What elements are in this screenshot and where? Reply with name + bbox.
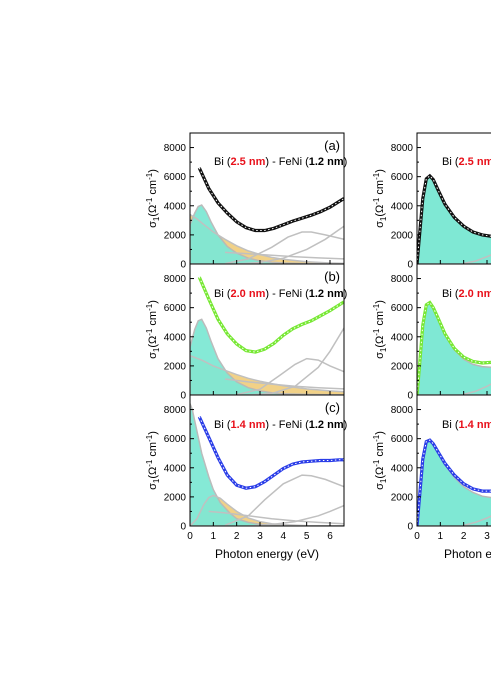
y-tick-label: 2000	[164, 492, 187, 503]
oscillator-line	[224, 251, 344, 260]
y-axis-label: σ1(Ω-1 cm-1)	[145, 300, 161, 359]
oscillator-line	[463, 254, 491, 264]
x-tick-label: 2	[461, 531, 467, 542]
data-points	[417, 175, 491, 264]
fit-line	[417, 438, 491, 526]
x-tick-label: 1	[438, 531, 444, 542]
plot-area	[417, 300, 491, 395]
lorentz-fill	[417, 175, 491, 264]
drude-line	[190, 494, 344, 526]
y-tick-label: 6000	[391, 303, 414, 314]
x-tick-label: 4	[281, 531, 287, 542]
y-tick-label: 8000	[164, 405, 187, 416]
oscillator-line	[224, 378, 344, 390]
x-tick-label: 3	[484, 531, 490, 542]
drude-line	[190, 354, 344, 393]
y-tick-label: 8000	[391, 274, 414, 285]
y-tick-label: 4000	[391, 201, 414, 212]
x-tick-label: 1	[211, 531, 217, 542]
lorentz-fill	[190, 318, 344, 395]
axes-frame	[416, 263, 491, 396]
y-axis-label: σ1(Ω-1 cm-1)	[145, 431, 161, 490]
y-tick-label: 4000	[391, 332, 414, 343]
y-tick-label: 0	[407, 260, 413, 271]
axes-frame	[416, 132, 491, 265]
y-tick-label: 0	[180, 522, 186, 533]
y-axis-label: σ1(Ω-1 cm-1)	[372, 169, 388, 228]
panel-title: Bi (1.4 nm)	[442, 419, 491, 431]
y-tick-label: 8000	[391, 143, 414, 154]
y-tick-label: 6000	[391, 172, 414, 183]
x-tick-label: 5	[304, 531, 310, 542]
data-points	[417, 301, 491, 395]
data-points	[198, 416, 344, 489]
lorentz-fill	[417, 440, 491, 526]
panel-label: (c)	[325, 400, 340, 415]
panel-label: (a)	[324, 138, 340, 153]
y-axis-label: σ1(Ω-1 cm-1)	[372, 431, 388, 490]
plot-area	[417, 438, 491, 526]
y-tick-label: 6000	[391, 434, 414, 445]
panel-2: 0 2000 4000 6000 8000 (b) Bi (2.0 nm) - FeNi (…	[145, 263, 347, 402]
x-axis-label-left: Photon energy (eV)	[215, 547, 319, 561]
data-points	[198, 276, 344, 353]
panel-5: 0 2000 4000 6000 8000 Bi (2.0 nm) - σ1(Ω-1 cm-…	[372, 263, 491, 402]
panel-title: Bi (2.0 nm) -	[442, 288, 491, 300]
axes-frame	[189, 394, 345, 527]
oscillator-line	[224, 231, 344, 264]
panel-4: 0 2000 4000 6000 8000 Bi (2.5 nm σ1(Ω-1 cm-1)	[372, 132, 491, 271]
plot-area	[190, 167, 344, 264]
panel-title: Bi (1.4 nm) - FeNi (1.2 nm)	[214, 419, 347, 431]
y-tick-label: 0	[407, 391, 413, 402]
plot-area	[190, 276, 344, 395]
oscillator-line	[236, 225, 344, 264]
panel-title: Bi (2.5 nm) - FeNi (1.2 nm)	[214, 156, 347, 168]
y-tick-label: 8000	[164, 274, 187, 285]
y-axis-label: σ1(Ω-1 cm-1)	[372, 300, 388, 359]
y-tick-label: 6000	[164, 172, 187, 183]
y-tick-label: 4000	[164, 463, 187, 474]
y-tick-label: 6000	[164, 303, 187, 314]
y-tick-label: 2000	[391, 492, 414, 503]
panel-title: Bi (2.5 nm	[442, 156, 491, 168]
y-tick-label: 4000	[164, 332, 187, 343]
x-tick-label: 0	[414, 531, 420, 542]
y-tick-label: 8000	[391, 405, 414, 416]
y-tick-label: 2000	[164, 361, 187, 372]
y-tick-label: 4000	[391, 463, 414, 474]
x-axis-label-right: Photon en	[444, 547, 491, 561]
oscillator-line	[208, 510, 344, 525]
fit-line	[197, 167, 344, 233]
y-tick-label: 4000	[164, 201, 187, 212]
x-tick-label: 2	[234, 531, 240, 542]
y-tick-label: 8000	[164, 143, 187, 154]
y-tick-label: 6000	[164, 434, 187, 445]
x-tick-label: 0	[187, 531, 193, 542]
y-tick-label: 0	[407, 522, 413, 533]
x-tick-label: 3	[257, 531, 263, 542]
oscillator-line	[248, 327, 344, 395]
x-tick-label: 6	[327, 531, 333, 542]
y-tick-label: 0	[180, 391, 186, 402]
oscillator-line	[224, 474, 344, 526]
panel-title: Bi (2.0 nm) - FeNi (1.2 nm)	[214, 288, 347, 300]
panel-label: (b)	[324, 269, 340, 284]
oscillator-line	[248, 504, 344, 526]
oscillator-line	[463, 383, 491, 395]
oscillator-line	[236, 357, 344, 395]
axes-frame	[416, 394, 491, 527]
y-tick-label: 0	[180, 260, 186, 271]
panel-1: 0 2000 4000 6000 8000 (a) Bi (2.5 nm) - FeNi (…	[145, 132, 347, 271]
y-tick-label: 2000	[164, 230, 187, 241]
panel-3: 0 2000 4000 6000 8000 0 1 2 3 4 5 6 (c) Bi (1.4 nm) -…	[145, 394, 347, 542]
y-tick-label: 2000	[391, 361, 414, 372]
data-points	[198, 167, 344, 231]
oscillator-line	[463, 515, 491, 526]
y-axis-label: σ1(Ω-1 cm-1)	[145, 169, 161, 228]
plot-area	[417, 173, 491, 264]
panel-6: 0 2000 4000 6000 8000 0 1 2 3 Bi (1.4 nm) σ1(Ω-1 c…	[372, 394, 491, 542]
y-tick-label: 2000	[391, 230, 414, 241]
